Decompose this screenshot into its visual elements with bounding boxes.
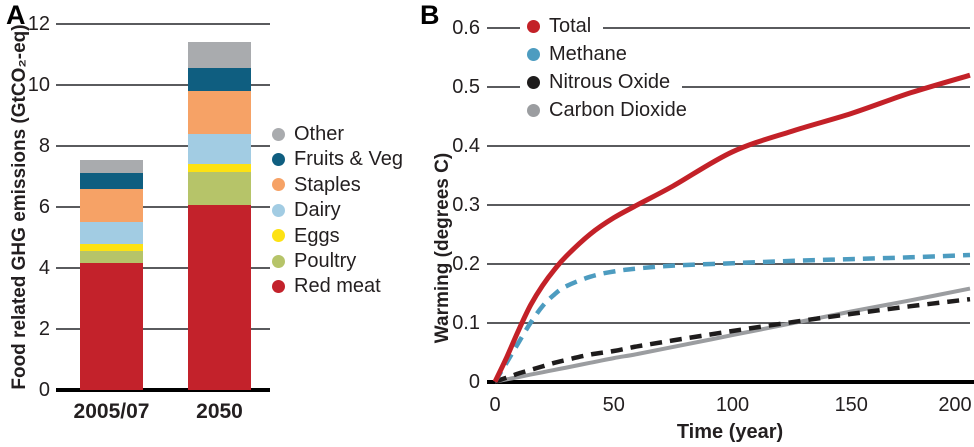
- legend-label: Nitrous Oxide: [549, 71, 671, 93]
- legend-swatch-methane-icon: [527, 47, 540, 61]
- panel-b-ytick-label: 0.1: [452, 311, 480, 334]
- bar-segment-staples: [80, 188, 143, 223]
- bar-segment-other: [188, 42, 251, 69]
- bar-segment-dairy: [80, 222, 143, 244]
- panel-b-ytick-label: 0.3: [452, 193, 480, 216]
- legend-label: Poultry: [294, 250, 357, 272]
- panel-b-gridline: [487, 86, 970, 88]
- panel-b-baseline: [487, 379, 974, 384]
- legend-label: Staples: [294, 173, 361, 196]
- bar-segment-eggs: [188, 164, 251, 172]
- panel-b-ytick-label: 0.6: [452, 17, 480, 39]
- panel-b-legend-item-methane: Methane: [520, 43, 639, 65]
- panel-a-gridline: [56, 267, 270, 269]
- line-nitrous-oxide: [494, 296, 971, 384]
- panel-a-legend-item-red-meat: Red meat: [272, 275, 381, 297]
- legend-swatch-fruits-veg-icon: [272, 152, 285, 166]
- panel-b-x-axis-title: Time (year): [676, 421, 784, 443]
- bar-segment-eggs: [80, 243, 143, 252]
- panel-b-ytick-label: 0.4: [452, 134, 480, 157]
- panel-a-legend-item-other: Other: [272, 123, 344, 145]
- panel-a-category-label: 2050: [196, 400, 243, 423]
- bar-segment-red-meat: [80, 263, 143, 390]
- legend-swatch-poultry-icon: [272, 254, 285, 268]
- panel-a-letter: A: [6, 0, 26, 30]
- legend-swatch-red-meat-icon: [272, 279, 285, 293]
- panel-a-gridline: [56, 84, 270, 86]
- legend-label: Dairy: [294, 199, 341, 222]
- panel-a-gridline: [56, 23, 270, 25]
- panel-a-legend-item-eggs: Eggs: [272, 225, 340, 247]
- line-methane: [493, 252, 971, 383]
- panel-a-gridline: [56, 145, 270, 147]
- panel-a-legend-item-dairy: Dairy: [272, 199, 341, 221]
- bar-segment-poultry: [188, 171, 251, 206]
- legend-label: Total: [549, 15, 592, 37]
- panel-b-gridline: [487, 204, 970, 206]
- panel-a-gridline: [56, 328, 270, 330]
- panel-b-legend-item-nitrous-oxide: Nitrous Oxide: [520, 71, 683, 93]
- panel-a-ytick-label: 6: [38, 196, 50, 218]
- panel-a-ytick-label: 10: [27, 74, 50, 96]
- bar-segment-fruits-veg: [80, 173, 143, 189]
- panel-a-legend-item-poultry: Poultry: [272, 250, 356, 272]
- panel-b-xtick-label: 0: [489, 394, 501, 416]
- panel-b-ytick-label: 0: [468, 370, 480, 393]
- legend-label: Eggs: [294, 224, 340, 247]
- bar-segment-poultry: [80, 251, 143, 264]
- legend-swatch-dairy-icon: [272, 203, 285, 217]
- legend-label: Carbon Dioxide: [549, 99, 687, 121]
- panel-a-ytick-label: 2: [38, 318, 50, 340]
- legend-swatch-other-icon: [272, 127, 285, 141]
- line-total: [492, 72, 971, 383]
- panel-a-legend-item-staples: Staples: [272, 174, 361, 196]
- legend-label: Fruits & Veg: [294, 148, 403, 171]
- legend-swatch-carbon-dioxide-icon: [527, 103, 540, 117]
- bar-segment-other: [80, 159, 143, 174]
- bar-segment-red-meat: [188, 205, 251, 390]
- panel-a-ytick-label: 12: [27, 13, 50, 35]
- bar-segment-staples: [188, 91, 251, 134]
- legend-label: Other: [294, 123, 345, 145]
- legend-swatch-total-icon: [527, 19, 540, 33]
- legend-swatch-eggs-icon: [272, 229, 285, 243]
- panel-b-legend-item-carbon-dioxide: Carbon Dioxide: [520, 99, 699, 121]
- panel-a-baseline: [56, 388, 270, 392]
- panel-a-ytick-label: 8: [38, 135, 50, 157]
- panel-b-legend-item-total: Total: [520, 15, 604, 37]
- line-carbon-dioxide: [494, 286, 971, 384]
- panel-b-xtick-label: 50: [602, 394, 625, 416]
- legend-label: Red meat: [294, 275, 381, 298]
- panel-b-ytick-label: 0.2: [452, 252, 480, 275]
- panel-b-gridline: [487, 322, 970, 324]
- panel-a-category-label: 2005/07: [73, 400, 150, 423]
- panel-b-gridline: [487, 145, 970, 147]
- panel-b-xtick-label: 200: [938, 394, 972, 416]
- legend-swatch-staples-icon: [272, 178, 285, 192]
- panel-a-gridline: [56, 206, 270, 208]
- bar-segment-fruits-veg: [188, 68, 251, 92]
- panel-b-gridline: [487, 27, 970, 29]
- panel-b-ytick-label: 0.5: [452, 75, 480, 98]
- panel-a-legend-item-fruits-veg: Fruits & Veg: [272, 148, 403, 170]
- panel-b-letter: B: [420, 0, 440, 30]
- legend-swatch-nitrous-oxide-icon: [527, 75, 540, 89]
- legend-label: Methane: [549, 43, 627, 65]
- panel-a-ytick-label: 0: [38, 379, 50, 401]
- panel-b-xtick-label: 150: [834, 394, 868, 416]
- panel-a-ytick-label: 4: [38, 257, 50, 279]
- bar-segment-dairy: [188, 133, 251, 165]
- panel-b-xtick-label: 100: [715, 394, 750, 416]
